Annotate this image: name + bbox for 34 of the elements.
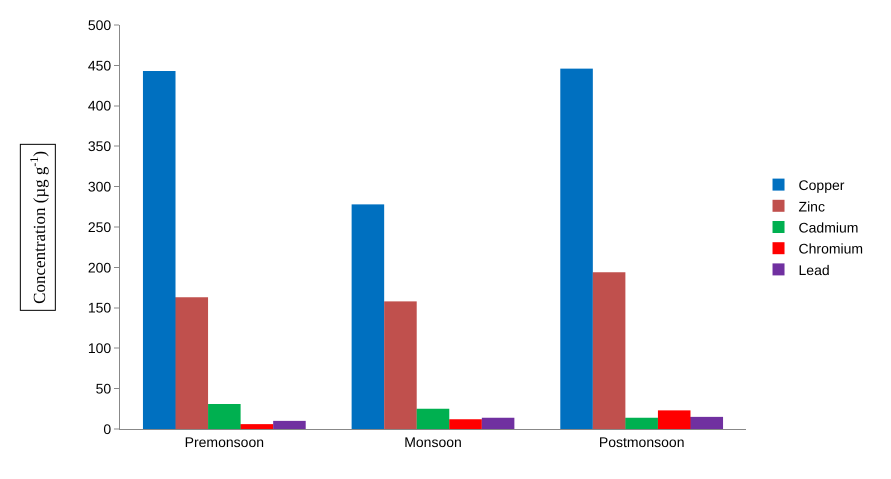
x-tick-label: Monsoon	[404, 434, 462, 450]
legend-label: Cadmium	[798, 219, 858, 236]
bar	[384, 301, 417, 429]
y-tick-label: 50	[96, 380, 112, 396]
bar	[690, 416, 724, 429]
legend-label: Chromium	[798, 240, 864, 257]
bar	[658, 410, 690, 429]
y-tick-label: 150	[88, 300, 112, 316]
bar	[240, 424, 274, 429]
y-tick-label: 0	[103, 420, 112, 437]
bar	[273, 420, 306, 429]
legend-label: Lead	[798, 262, 830, 278]
bar	[560, 68, 593, 429]
bar	[416, 408, 450, 429]
bar	[482, 418, 514, 429]
y-tick-label: 350	[88, 138, 112, 154]
y-tick-label: 200	[88, 259, 112, 276]
bar	[176, 297, 208, 429]
y-tick-label: 500	[88, 16, 112, 33]
bar	[352, 204, 384, 429]
y-tick-label: 400	[88, 98, 112, 114]
y-tick-label: 100	[88, 340, 112, 356]
y-tick-label: 300	[88, 178, 112, 194]
legend-label: Zinc	[798, 198, 825, 214]
y-tick-label: 250	[88, 218, 112, 235]
legend-label: Copper	[798, 177, 845, 194]
bar	[142, 71, 176, 429]
bar	[449, 419, 482, 429]
y-tick-label: 450	[88, 57, 112, 74]
bar	[208, 404, 241, 429]
bar	[625, 418, 658, 429]
bar	[592, 272, 626, 429]
x-tick-label: Postmonsoon	[598, 434, 684, 450]
x-tick-label: Premonsoon	[184, 434, 264, 450]
